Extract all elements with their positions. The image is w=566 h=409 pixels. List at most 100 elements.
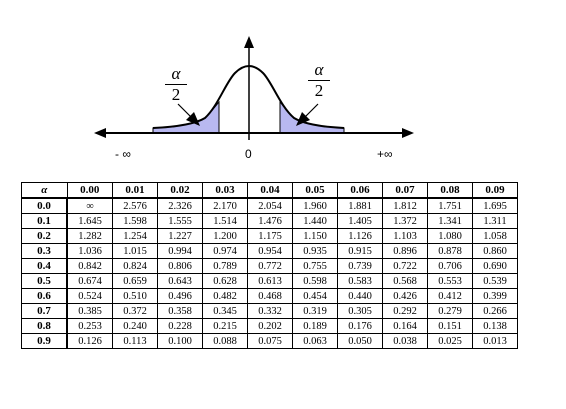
table-cell: 0.496 xyxy=(157,288,203,304)
right-pointer-line xyxy=(303,103,319,119)
x-axis-left-arrow xyxy=(94,128,106,138)
table-cell: 0.126 xyxy=(66,333,113,349)
table-cell: 0.568 xyxy=(382,273,428,289)
table-cell: 0.202 xyxy=(247,318,293,334)
column-header: 0.01 xyxy=(112,182,158,199)
table-cell: 1.812 xyxy=(382,197,428,214)
table-cell: 1.751 xyxy=(427,197,473,214)
row-header: 0.6 xyxy=(21,288,68,304)
table-row: 0.5 0.674 0.659 0.643 0.628 0.613 0.598 0.583 0.… xyxy=(21,273,518,289)
table-cell: 1.405 xyxy=(337,213,383,229)
table-row: 0.1 1.645 1.598 1.555 1.514 1.476 1.440 1.405 1.… xyxy=(21,213,518,229)
right-alpha-symbol: α xyxy=(314,60,324,79)
table-cell: 0.025 xyxy=(427,333,473,349)
table-row: 0.2 1.282 1.254 1.227 1.200 1.175 1.150 1.126 1.… xyxy=(21,228,518,244)
column-header: 0.05 xyxy=(292,182,338,199)
table-cell: 1.645 xyxy=(66,213,113,229)
table-cell: 0.319 xyxy=(292,303,338,319)
table-row: 0.8 0.253 0.240 0.228 0.215 0.202 0.189 0.176 0.… xyxy=(21,318,518,334)
table-cell: 0.454 xyxy=(292,288,338,304)
table-cell: 0.954 xyxy=(247,243,293,259)
table-row: 0.9 0.126 0.113 0.100 0.088 0.075 0.063 0.050 0.… xyxy=(21,333,518,349)
table-row: 0.3 1.036 1.015 0.994 0.974 0.954 0.935 0.915 0.… xyxy=(21,243,518,259)
table-cell: 0.063 xyxy=(292,333,338,349)
table-cell: 0.138 xyxy=(472,318,518,334)
table-cell: 0.824 xyxy=(112,258,158,274)
left-pointer-arrowhead xyxy=(186,112,200,126)
table-cell: 0.164 xyxy=(382,318,428,334)
table-cell: 0.628 xyxy=(202,273,248,289)
table-cell: 0.240 xyxy=(112,318,158,334)
column-header: 0.04 xyxy=(247,182,293,199)
column-header: 0.08 xyxy=(427,182,473,199)
table-cell: 0.510 xyxy=(112,288,158,304)
table-cell: 0.013 xyxy=(472,333,518,349)
table-cell: 0.253 xyxy=(66,318,113,334)
table-cell: 0.524 xyxy=(66,288,113,304)
table-cell: 0.674 xyxy=(66,273,113,289)
column-header: 0.07 xyxy=(382,182,428,199)
bell-curve xyxy=(152,64,345,129)
table-cell: 0.722 xyxy=(382,258,428,274)
row-header: 0.2 xyxy=(21,228,68,244)
table-cell: 0.228 xyxy=(157,318,203,334)
table-cell: 1.598 xyxy=(112,213,158,229)
table-cell: 1.150 xyxy=(292,228,338,244)
table-cell: 0.215 xyxy=(202,318,248,334)
table-cell: ∞ xyxy=(66,197,113,214)
table-cell: 0.915 xyxy=(337,243,383,259)
right-alpha-denominator: 2 xyxy=(314,81,324,100)
table-cell: 0.598 xyxy=(292,273,338,289)
table-cell: 0.994 xyxy=(157,243,203,259)
row-header: 0.7 xyxy=(21,303,68,319)
row-header: 0.1 xyxy=(21,213,68,229)
table-cell: 0.772 xyxy=(247,258,293,274)
table-row: 0.7 0.385 0.372 0.358 0.345 0.332 0.319 0.305 0.… xyxy=(21,303,518,319)
row-header: 0.3 xyxy=(21,243,68,259)
column-header: 0.09 xyxy=(472,182,518,199)
column-header: 0.02 xyxy=(157,182,203,199)
table-row: 0.0 ∞ 2.576 2.326 2.170 2.054 1.960 1.881 1.812 1… xyxy=(21,197,518,214)
table-cell: 0.974 xyxy=(202,243,248,259)
table-corner-alpha: α xyxy=(21,182,68,199)
table-cell: 0.305 xyxy=(337,303,383,319)
axis-label-zero: 0 xyxy=(245,147,252,161)
table-cell: 0.706 xyxy=(427,258,473,274)
table-cell: 1.254 xyxy=(112,228,158,244)
table-cell: 0.399 xyxy=(472,288,518,304)
table-cell: 0.075 xyxy=(247,333,293,349)
table-cell: 0.659 xyxy=(112,273,158,289)
table-cell: 1.372 xyxy=(382,213,428,229)
row-header: 0.0 xyxy=(21,197,68,214)
right-fraction-bar xyxy=(308,80,330,81)
table-cell: 1.103 xyxy=(382,228,428,244)
x-axis-right-arrow xyxy=(402,128,414,138)
table-cell: 0.482 xyxy=(202,288,248,304)
table-cell: 0.440 xyxy=(337,288,383,304)
table-cell: 0.358 xyxy=(157,303,203,319)
table-cell: 0.896 xyxy=(382,243,428,259)
axis-label-minus-infinity: - ∞ xyxy=(115,147,131,161)
left-fraction-bar xyxy=(165,84,187,85)
table-cell: 0.189 xyxy=(292,318,338,334)
table-cell: 0.860 xyxy=(472,243,518,259)
table-cell: 1.175 xyxy=(247,228,293,244)
table-cell: 1.440 xyxy=(292,213,338,229)
row-header: 0.9 xyxy=(21,333,68,349)
table-cell: 0.038 xyxy=(382,333,428,349)
table-cell: 0.266 xyxy=(472,303,518,319)
table-cell: 1.058 xyxy=(472,228,518,244)
table-cell: 0.690 xyxy=(472,258,518,274)
table-cell: 0.426 xyxy=(382,288,428,304)
table-cell: 0.279 xyxy=(427,303,473,319)
table-cell: 1.227 xyxy=(157,228,203,244)
table-cell: 0.292 xyxy=(382,303,428,319)
table-cell: 1.282 xyxy=(66,228,113,244)
left-alpha-half-label: α 2 xyxy=(165,65,187,104)
right-pointer-arrowhead xyxy=(296,112,310,126)
row-header: 0.5 xyxy=(21,273,68,289)
critical-value-table: α 0.00 0.01 0.02 0.03 0.04 0.05 0.06 0.0… xyxy=(21,182,518,349)
table-cell: 2.576 xyxy=(112,197,158,214)
table-cell: 2.054 xyxy=(247,197,293,214)
table-cell: 1.341 xyxy=(427,213,473,229)
